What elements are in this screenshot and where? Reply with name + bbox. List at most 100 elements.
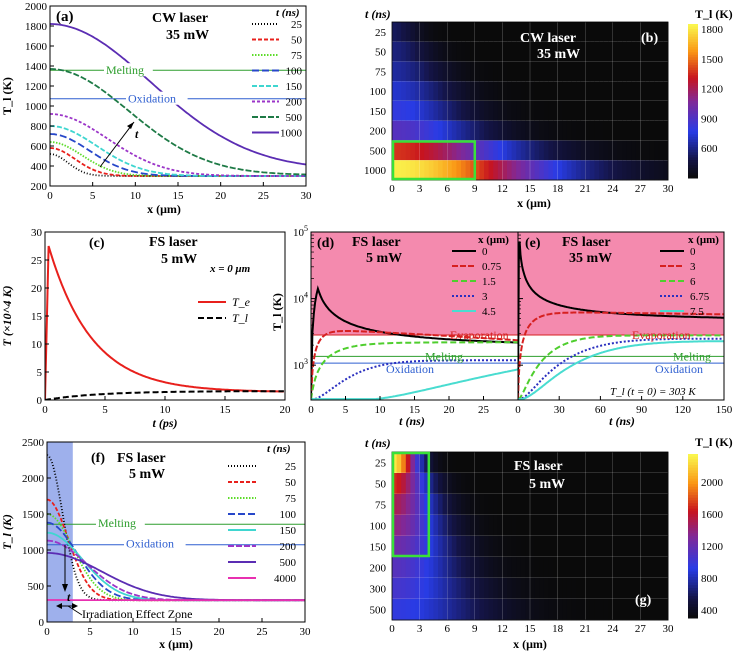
panel-g-cell: [626, 536, 632, 558]
panel-b-cell: [589, 101, 595, 122]
panel-g-xtick-label: 30: [663, 623, 675, 635]
panel-b-cell: [479, 41, 485, 62]
panel-f-arrow-label: t: [67, 590, 71, 604]
panel-b-colorbar-band: [688, 65, 698, 69]
panel-g-cell: [553, 599, 558, 621]
panel-g-cell: [599, 494, 604, 516]
panel-b-cell: [488, 120, 494, 141]
panel-g-cell: [530, 452, 535, 474]
panel-b-cell: [410, 160, 416, 181]
panel-b-cell: [442, 22, 448, 43]
panel-b-cell: [428, 140, 434, 161]
panel-g-cell: [392, 536, 397, 558]
panel-g-cell: [502, 494, 508, 516]
panel-b-colorbar-band: [688, 70, 698, 74]
panel-g-cell: [562, 494, 568, 516]
panel-g-cell: [447, 494, 453, 516]
panel-b-cell: [474, 22, 480, 43]
panel-b-cell: [548, 81, 554, 102]
panel-b-colorbar-band: [688, 31, 698, 35]
panel-g-cell: [571, 557, 577, 579]
panel-b-colorbar-band: [688, 149, 698, 153]
panel-a-oxidation-label: Oxidation: [128, 92, 176, 106]
panel-b-cell: [645, 22, 650, 43]
panel-b-cell: [433, 120, 439, 141]
panel-c-xtick-label: 5: [102, 404, 108, 416]
panel-g-cell: [635, 578, 641, 600]
panel-b-cell: [534, 41, 540, 62]
panel-g-cell: [428, 515, 434, 537]
panel-f-legend-label-150: 150: [280, 525, 297, 537]
panel-g-cell: [516, 536, 522, 558]
panel-b-cell: [543, 160, 549, 181]
panel-b-cell: [451, 41, 457, 62]
panel-g-cell: [461, 473, 466, 495]
panel-g-cell: [465, 599, 471, 621]
panel-d-fs-5mw-log: 0 5 10 15 20 25 103 104 105 Evaporation MeltingOx…: [270, 224, 519, 428]
panel-b-cell: [419, 61, 425, 82]
panel-b-cell: [438, 101, 443, 122]
panel-g-cell: [658, 578, 664, 600]
panel-e-series-7.5: [518, 340, 724, 400]
panel-b-cell: [557, 160, 563, 181]
panel-e-xtick-label: 0: [515, 404, 521, 416]
panel-b-cell: [507, 41, 512, 62]
panel-b-cell: [415, 81, 420, 102]
panel-g-cell: [479, 473, 485, 495]
panel-b-cell: [543, 81, 549, 102]
panel-g-cell: [451, 515, 457, 537]
panel-b-cell: [447, 41, 453, 62]
panel-b-colorbar-band: [688, 26, 698, 30]
panel-g-cell: [594, 599, 600, 621]
panel-g-cell: [576, 599, 581, 621]
panel-g-cell: [479, 578, 485, 600]
panel-b-cell: [456, 22, 462, 43]
panel-b-cell: [599, 22, 604, 43]
panel-g-cell: [557, 536, 563, 558]
panel-b-cell: [649, 22, 655, 43]
panel-b-colorbar-band: [688, 75, 698, 79]
panel-b-cell: [557, 41, 563, 62]
panel-g-cell: [649, 494, 655, 516]
panel-b-colorbar-band: [688, 154, 698, 158]
panel-b-cell: [562, 120, 568, 141]
panel-b-cell: [608, 120, 614, 141]
panel-g-colorbar-band: [688, 607, 698, 611]
panel-g-colorbar-band: [688, 530, 698, 534]
panel-b-cell: [566, 140, 572, 161]
panel-b-cell: [594, 22, 600, 43]
panel-g-cell: [525, 515, 531, 537]
panel-d-title-line1: FS laser: [352, 235, 401, 250]
panel-b-cell: [424, 120, 430, 141]
panel-b-cell: [516, 61, 522, 82]
panel-g-cell: [548, 515, 554, 537]
panel-g-cell: [534, 536, 540, 558]
panel-g-cell: [649, 578, 655, 600]
panel-a-series-75: [50, 141, 306, 177]
panel-b-cell: [415, 41, 420, 62]
panel-b-cell: [419, 41, 425, 62]
panel-b-cell: [562, 160, 568, 181]
panel-g-cell: [580, 599, 586, 621]
panel-b-cell: [635, 22, 641, 43]
panel-a-xlabel: x (μm): [147, 202, 181, 216]
panel-g-cell: [405, 515, 411, 537]
panel-b-cell: [534, 160, 540, 181]
panel-b-cell: [456, 61, 462, 82]
panel-g-cell: [461, 557, 466, 579]
panel-b-cell: [548, 120, 554, 141]
panel-g-cell: [585, 599, 591, 621]
panel-g-colorbar-band: [688, 464, 698, 469]
panel-g-cell: [447, 515, 453, 537]
panel-g-cell: [557, 452, 563, 474]
panel-g-cell: [645, 536, 650, 558]
panel-b-cell: [580, 61, 586, 82]
panel-b-cell: [589, 41, 595, 62]
panel-g-cell: [525, 473, 531, 495]
panel-g-cell: [479, 536, 485, 558]
panel-b-cell: [548, 101, 554, 122]
panel-b-cell: [497, 120, 503, 141]
panel-g-cell: [424, 599, 430, 621]
panel-a-ytick-label: 200: [31, 181, 48, 193]
panel-g-cell: [493, 536, 499, 558]
